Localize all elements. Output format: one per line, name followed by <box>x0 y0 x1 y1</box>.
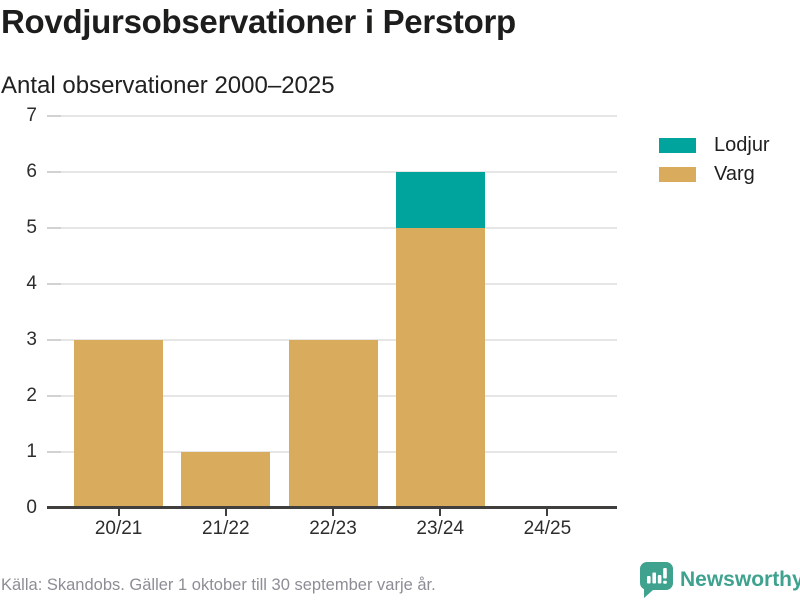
y-tick-label: 0 <box>26 497 37 518</box>
bar-segment-lodjur <box>395 172 485 228</box>
legend-item-lodjur: Lodjur <box>659 134 770 156</box>
y-tick-label: 2 <box>26 385 37 406</box>
legend: Lodjur Varg <box>659 134 770 196</box>
y-tick-label: 3 <box>26 329 37 350</box>
legend-item-varg: Varg <box>659 163 770 185</box>
x-axis-line <box>47 506 617 509</box>
x-tick-label: 21/22 <box>202 518 250 539</box>
newsworthy-wordmark: Newsworthy <box>680 568 800 591</box>
y-tick-mark <box>47 395 61 397</box>
y-tick-label: 5 <box>26 217 37 238</box>
x-tick-mark <box>332 509 334 516</box>
bar-segment-varg <box>395 228 485 508</box>
gridline <box>47 227 617 229</box>
newsworthy-bars-icon <box>640 562 673 598</box>
x-tick-label: 22/23 <box>309 518 357 539</box>
x-tick-mark <box>546 509 549 516</box>
x-tick-label: 24/25 <box>523 518 572 539</box>
gridline <box>47 283 617 285</box>
bar-chart-glyph <box>647 568 667 584</box>
x-tick-mark <box>439 509 442 516</box>
y-tick-mark <box>47 171 61 173</box>
y-tick-label: 1 <box>26 441 37 462</box>
legend-label: Varg <box>714 163 755 185</box>
x-tick-label: 20/21 <box>94 518 143 539</box>
x-tick-mark <box>224 509 227 516</box>
y-tick-mark <box>47 283 61 285</box>
x-tick-mark <box>117 509 120 516</box>
legend-label: Lodjur <box>714 134 770 156</box>
gridline <box>47 115 617 117</box>
y-tick-label: 6 <box>26 161 37 182</box>
gridline <box>47 171 617 173</box>
y-tick-mark <box>47 339 61 341</box>
y-tick-label: 4 <box>26 273 37 294</box>
y-tick-mark <box>47 227 61 229</box>
chart-subtitle: Antal observationer 2000–2025 <box>1 72 335 99</box>
legend-swatch-varg <box>659 167 696 182</box>
legend-swatch-lodjur <box>659 138 696 153</box>
chart-title: Rovdjursobservationer i Perstorp <box>1 3 516 40</box>
y-tick-mark <box>47 451 61 453</box>
bar-segment-varg <box>74 340 164 508</box>
y-tick-label: 7 <box>26 105 37 126</box>
bar-segment-varg <box>181 452 271 508</box>
newsworthy-logo: Newsworthy <box>640 561 800 599</box>
source-note: Källa: Skandobs. Gäller 1 oktober till 3… <box>1 576 436 594</box>
y-tick-mark <box>47 115 61 117</box>
bar-segment-varg <box>288 340 378 508</box>
x-tick-label: 23/24 <box>416 518 464 539</box>
